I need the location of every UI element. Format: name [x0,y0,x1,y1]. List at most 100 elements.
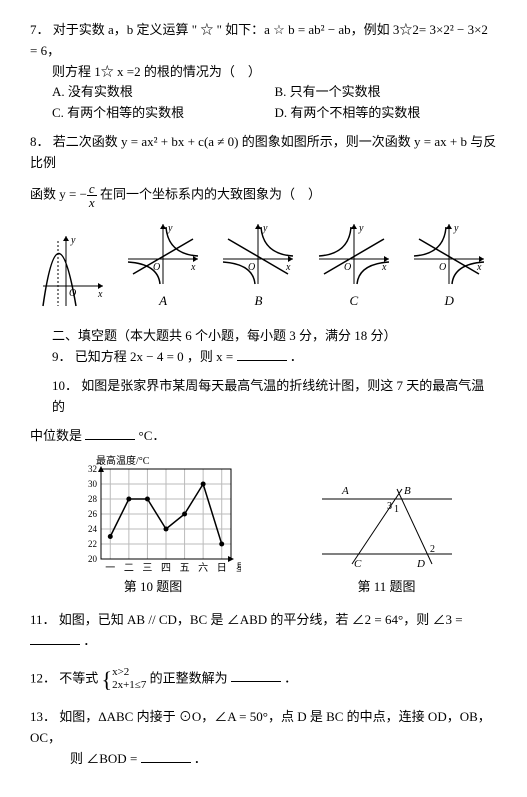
question-10: 10． 如图是张家界市某周每天最高气温的折线统计图，则这 7 天的最高气温的 [52,376,497,418]
q13-a: 如图，ΔABC 内接于 ⊙O，∠A = 50°，点 D 是 BC 的中点，连接 … [30,709,491,745]
q10-num: 10． [52,378,78,393]
svg-text:O: O [344,262,351,273]
q10-b: 中位数是 [30,428,82,443]
q7-text: 对于实数 a，b 定义运算 " ☆ " 如下：a ☆ b = ab² − ab，… [30,22,488,58]
svg-text:x: x [97,289,103,300]
q7-opt-b: B. 只有一个实数根 [275,82,498,103]
q10-line2: 中位数是 °C． [30,426,497,447]
q11-blank [30,631,80,645]
q7-opt-c: C. 有两个相等的实数根 [52,103,275,124]
svg-text:y: y [70,235,76,246]
q13-c: ． [194,751,207,766]
svg-text:22: 22 [88,539,97,549]
svg-text:O: O [69,288,76,299]
q12-b: 的正整数解为 [150,670,228,685]
parabola-icon: x y O [38,231,108,311]
q8-line1: 若二次函数 y = ax² + bx + c(a ≠ 0) 的图象如图所示，则一… [30,134,496,170]
q12-num: 12． [30,670,56,685]
svg-text:y: y [358,223,364,234]
q7-opt-d: D. 有两个不相等的实数根 [275,103,498,124]
fig11-caption: 第 11 题图 [357,577,415,598]
svg-text:O: O [153,262,160,273]
svg-text:星期: 星期 [236,562,241,574]
brace-icon: { [102,667,113,692]
svg-text:1: 1 [394,504,399,515]
q9-tail: ． [290,349,303,364]
svg-text:28: 28 [88,494,98,504]
q10-text: 如图是张家界市某周每天最高气温的折线统计图，则这 7 天的最高气温的 [52,378,484,414]
label-a: A [159,291,167,312]
label-b: B [254,291,262,312]
svg-text:B: B [404,485,411,497]
label-c: C [350,291,359,312]
q12-a: 不等式 [59,670,98,685]
q7-opt-a: A. 没有实数根 [52,82,275,103]
question-13: 13． 如图，ΔABC 内接于 ⊙O，∠A = 50°，点 D 是 BC 的中点… [30,707,497,769]
svg-text:20: 20 [88,554,98,564]
q8-line2b: 在同一个坐标系内的大致图象为（ ） [97,186,321,201]
svg-text:D: D [416,558,425,570]
graph-a-icon: x y O [123,219,203,289]
svg-text:日: 日 [216,563,226,574]
svg-text:x: x [285,262,291,273]
svg-text:24: 24 [88,524,98,534]
q8-num: 8． [30,134,50,149]
q12-blank [231,668,281,682]
fig10-caption: 第 10 题图 [124,577,183,598]
q8-opt-c-graph: x y O C [314,219,394,312]
q8-opt-b-graph: x y O B [218,219,298,312]
q13-num: 13． [30,709,56,724]
svg-text:x: x [190,262,196,273]
question-9: 9． 已知方程 2x − 4 = 0 ，则 x = ． [52,347,497,368]
svg-text:二: 二 [123,563,133,574]
label-d: D [445,291,454,312]
q8-frac: cx [87,182,97,209]
question-12: 12． 不等式 {x>22x+1≤7 的正整数解为 ． [30,662,497,697]
svg-text:3: 3 [387,501,392,512]
svg-text:2: 2 [430,544,435,555]
q9-text: 已知方程 2x − 4 = 0 ，则 x = [75,349,234,364]
svg-text:26: 26 [88,509,98,519]
q7-options: A. 没有实数根 B. 只有一个实数根 C. 有两个相等的实数根 D. 有两个不… [52,82,497,124]
q9-num: 9． [52,349,72,364]
q11-num: 11． [30,612,56,627]
graph-d-icon: x y O [409,219,489,289]
section-2-title: 二、填空题（本大题共 6 个小题，每小题 3 分，满分 18 分） [52,326,497,347]
svg-text:32: 32 [88,464,97,474]
question-11: 11． 如图，已知 AB // CD，BC 是 ∠ABD 的平分线，若 ∠2 =… [30,610,497,652]
q8-line2: 函数 y = −cx 在同一个坐标系内的大致图象为（ ） [30,182,497,209]
svg-text:x: x [381,262,387,273]
figure-10: 最高温度/°C20222426283032一二三四五六日星期 第 10 题图 [66,454,241,598]
figure-11: A B C D 3 1 2 第 11 题图 [312,474,462,598]
svg-text:O: O [439,262,446,273]
q11-text: 如图，已知 AB // CD，BC 是 ∠ABD 的平分线，若 ∠2 = 64°… [59,612,463,627]
q13-b: 则 ∠BOD = [70,751,137,766]
graph-b-icon: x y O [218,219,298,289]
graph-c-icon: x y O [314,219,394,289]
svg-text:五: 五 [179,563,189,574]
svg-text:30: 30 [88,479,98,489]
q13-line2: 则 ∠BOD = ． [70,749,497,770]
q9-blank [237,347,287,361]
q11-tail: ． [83,633,96,648]
svg-text:y: y [167,223,173,234]
svg-text:最高温度/°C: 最高温度/°C [96,454,150,467]
svg-text:四: 四 [161,563,171,574]
q8-line2a: 函数 y = − [30,186,87,201]
svg-text:O: O [248,262,255,273]
q13-blank [141,749,191,763]
parallel-lines-icon: A B C D 3 1 2 [312,474,462,574]
svg-text:C: C [354,558,362,570]
svg-text:一: 一 [105,563,115,574]
question-8: 8． 若二次函数 y = ax² + bx + c(a ≠ 0) 的图象如图所示… [30,132,497,174]
q10-blank [85,426,135,440]
q7-num: 7． [30,22,50,37]
line-chart-icon: 最高温度/°C20222426283032一二三四五六日星期 [66,454,241,574]
q12-cases: x>22x+1≤7 [112,666,146,692]
figure-row-10-11: 最高温度/°C20222426283032一二三四五六日星期 第 10 题图 A… [30,454,497,598]
q8-given-graph: x y O [38,231,108,311]
svg-text:六: 六 [198,562,208,574]
svg-text:y: y [262,223,268,234]
svg-text:x: x [476,262,482,273]
svg-text:A: A [341,485,349,497]
